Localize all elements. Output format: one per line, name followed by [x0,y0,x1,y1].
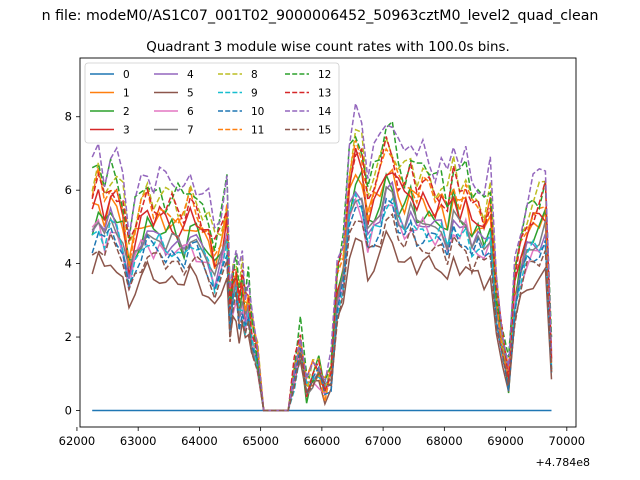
legend-label: 3 [123,125,130,137]
legend-item-6: 6 [154,106,194,118]
x-tick-label: 69000 [487,434,524,448]
x-tick-label: 70000 [549,434,586,448]
legend-box [84,62,340,144]
x-tick-label: 65000 [242,434,279,448]
legend-item-2: 2 [90,106,130,118]
series-line-8 [91,128,553,412]
legend-label: 5 [187,88,194,100]
y-tick-label: 0 [65,403,72,417]
legend-label: 6 [187,106,194,118]
legend-label: 10 [251,106,264,118]
legend-item-5: 5 [154,88,194,100]
legend-label: 15 [318,125,331,137]
chart-title: Quadrant 3 module wise count rates with … [146,40,509,55]
legend-item-8: 8 [218,69,258,81]
x-tick-label: 68000 [426,434,463,448]
legend-item-10: 10 [218,106,264,118]
y-tick-label: 6 [65,183,72,197]
series-line-13 [91,136,553,412]
x-offset-label: +4.784e8 [536,456,590,469]
legend-label: 0 [123,69,130,81]
legend-item-13: 13 [285,88,331,100]
legend-item-4: 4 [154,69,194,81]
series-line-15 [91,212,553,412]
legend-label: 8 [251,69,258,81]
legend-item-11: 11 [218,125,264,137]
x-tick-label: 62000 [59,434,96,448]
legend-label: 11 [251,125,264,137]
legend-label: 4 [187,69,194,81]
x-tick-label: 63000 [120,434,157,448]
y-axis: 0 2 4 6 8 [65,110,80,417]
legend-item-15: 15 [285,125,331,137]
series-line-12 [91,119,553,412]
y-tick-label: 8 [65,110,72,124]
x-axis: 62000 63000 64000 65000 66000 67000 68000 69000… [59,427,585,448]
x-tick-label: 64000 [181,434,218,448]
plot-area [91,103,553,412]
x-tick-label: 67000 [365,434,402,448]
legend-label: 14 [318,106,332,118]
legend-item-14: 14 [285,106,332,118]
legend-item-7: 7 [154,125,194,137]
legend-label: 12 [318,69,331,81]
legend-item-1: 1 [90,88,130,100]
legend-label: 1 [123,88,130,100]
legend-label: 7 [187,125,194,137]
x-tick-label: 66000 [304,434,341,448]
legend-label: 2 [123,106,130,118]
figure-suptitle: n file: modeM0/AS1C07_001T02_9000006452_… [42,8,599,24]
legend-item-9: 9 [218,88,258,100]
legend-label: 9 [251,88,258,100]
legend-item-3: 3 [90,125,130,137]
axes-frame [79,57,577,428]
y-tick-label: 2 [65,330,72,344]
legend-label: 13 [318,88,331,100]
legend-item-0: 0 [90,69,130,81]
series-line-9 [91,192,553,412]
legend-item-12: 12 [285,69,331,81]
series-line-14 [91,103,553,412]
y-tick-label: 4 [65,257,72,271]
